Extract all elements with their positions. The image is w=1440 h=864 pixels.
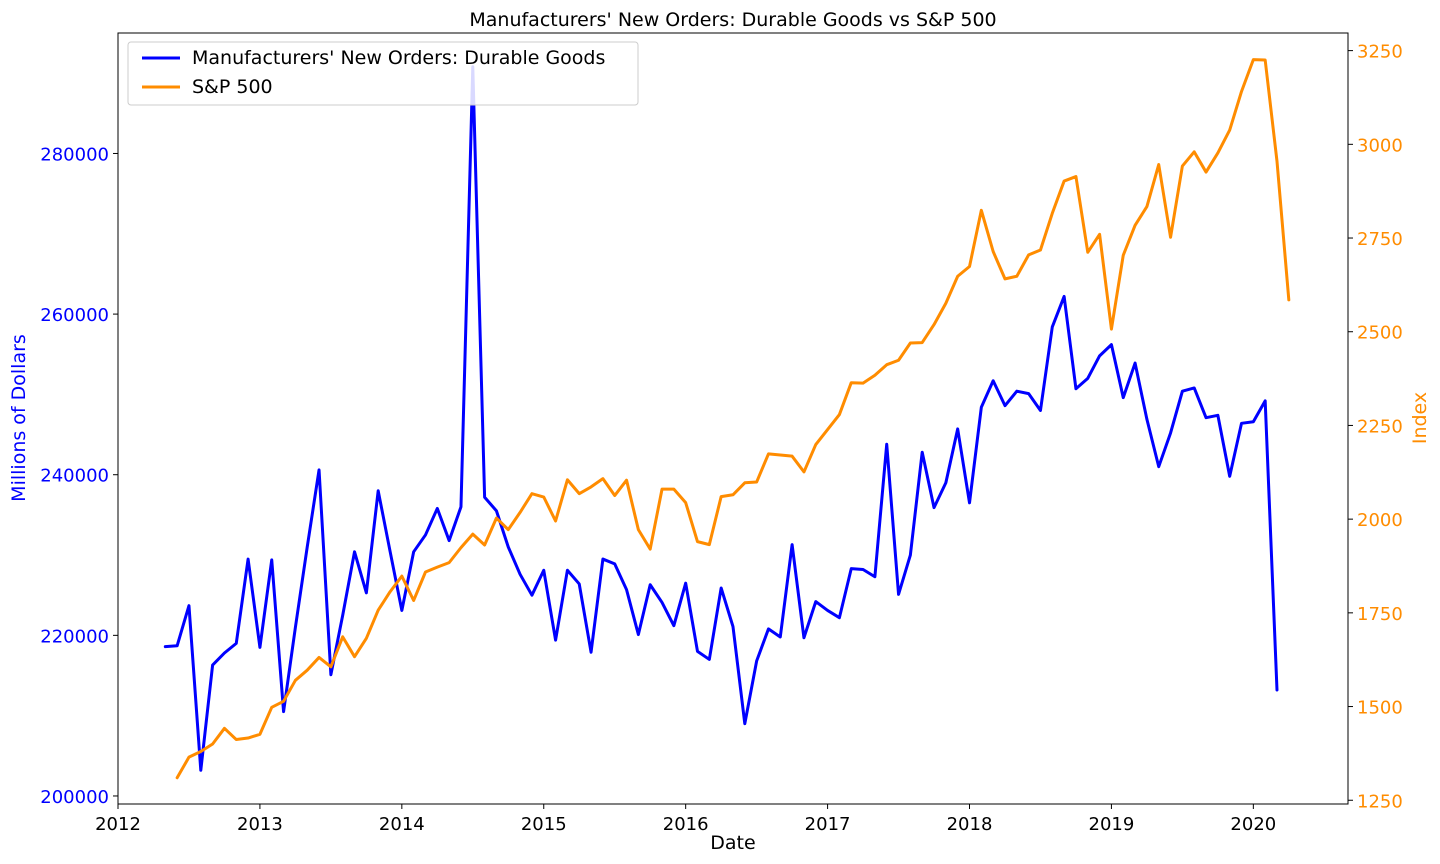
y-left-tick-label: 280000 xyxy=(40,144,109,165)
y-right-tick-label: 1750 xyxy=(1357,604,1403,625)
y-right-tick-label: 1250 xyxy=(1357,791,1403,812)
x-tick-label: 2020 xyxy=(1230,814,1276,835)
x-tick-label: 2018 xyxy=(947,814,993,835)
series-layer xyxy=(163,58,1291,780)
chart-title: Manufacturers' New Orders: Durable Goods… xyxy=(469,9,996,31)
x-tick-label: 2014 xyxy=(379,814,425,835)
y-right-tick-label: 2500 xyxy=(1357,323,1403,344)
y-right-tick-label: 2000 xyxy=(1357,510,1403,531)
x-tick-label: 2013 xyxy=(237,814,283,835)
legend: Manufacturers' New Orders: Durable Goods… xyxy=(127,41,639,106)
x-tick-label: 2019 xyxy=(1089,814,1135,835)
x-tick-label: 2012 xyxy=(95,814,141,835)
y-right-tick-label: 3000 xyxy=(1357,135,1403,156)
plot-frame xyxy=(117,32,1349,805)
x-axis-label: Date xyxy=(710,832,755,854)
x-tick-label: 2015 xyxy=(521,814,567,835)
y-axis-label-left: Millions of Dollars xyxy=(8,334,30,502)
y-left-tick-label: 260000 xyxy=(40,305,109,326)
y-left-tick-label: 240000 xyxy=(40,466,109,487)
legend-label-sp500: S&P 500 xyxy=(192,76,273,98)
x-tick-label: 2016 xyxy=(663,814,709,835)
y-left-tick-label: 220000 xyxy=(40,626,109,647)
y-left-tick-label: 200000 xyxy=(40,787,109,808)
legend-box xyxy=(127,41,639,106)
y-right-tick-label: 2250 xyxy=(1357,416,1403,437)
y-axis-label-right: Index xyxy=(1409,392,1431,444)
legend-label-durable-goods: Manufacturers' New Orders: Durable Goods xyxy=(192,47,605,69)
series-line-durable-goods xyxy=(163,65,1279,772)
y-right-tick-label: 3250 xyxy=(1357,42,1403,63)
series-line-sp500 xyxy=(175,58,1291,780)
grid-and-axes: 2012 2013 2014 2015 2016 2017 2018 2019 2020 2000… xyxy=(40,42,1403,835)
x-tick-label: 2017 xyxy=(805,814,851,835)
y-right-tick-label: 1500 xyxy=(1357,698,1403,719)
y-right-tick-label: 2750 xyxy=(1357,229,1403,250)
